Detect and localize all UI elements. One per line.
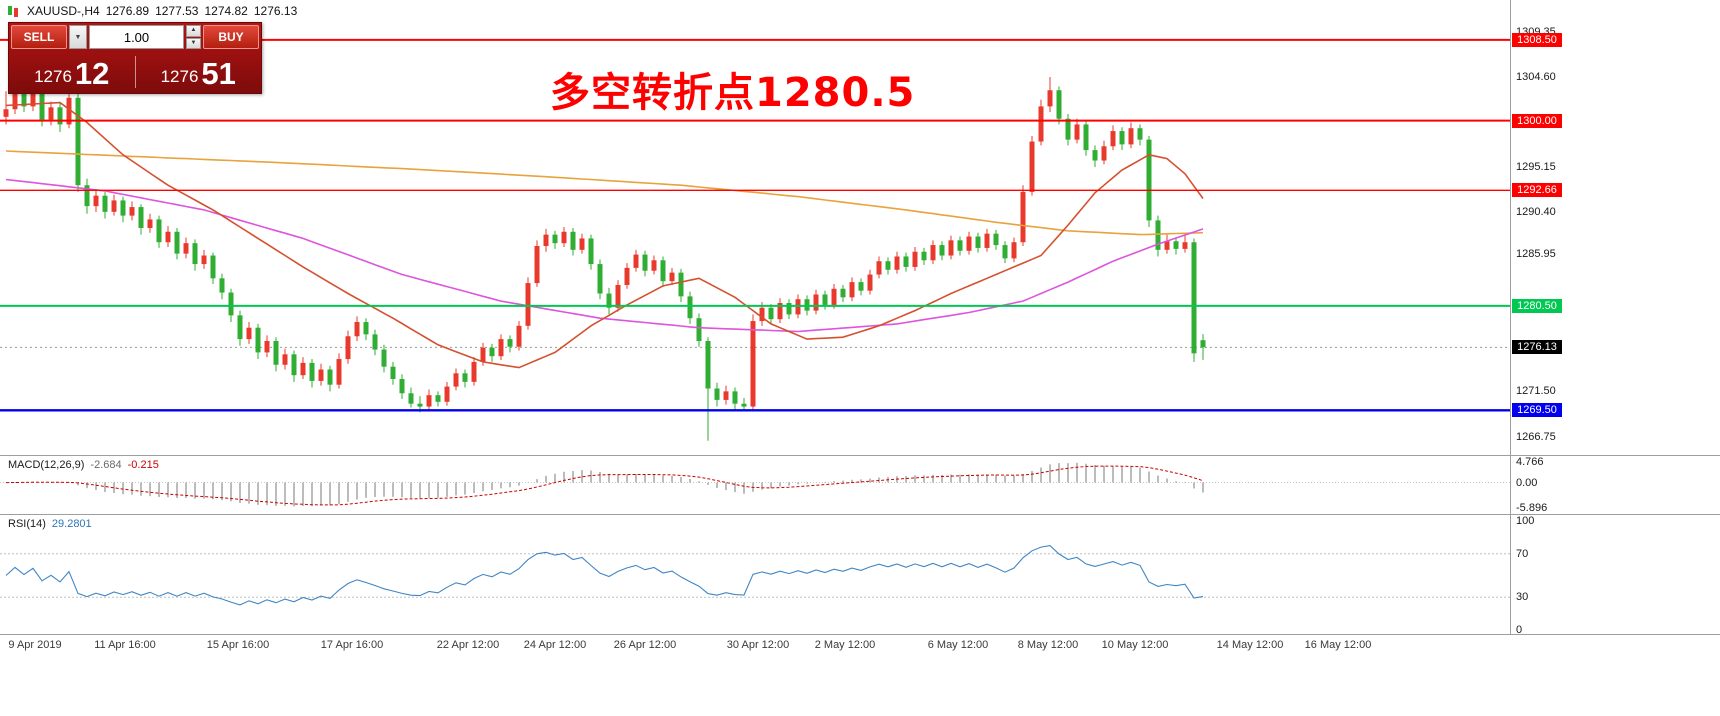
- price-axis-separator: [1510, 0, 1511, 634]
- time-axis-label: 10 May 12:00: [1101, 639, 1169, 651]
- ma-slow-line: [5, 150, 1204, 236]
- price-divider: [134, 56, 136, 88]
- ohlc-high: 1277.53: [155, 4, 199, 18]
- trade-prices-row: 1276 12 1276 51: [9, 51, 261, 93]
- time-axis-label: 22 Apr 12:00: [436, 639, 500, 651]
- price-tick-label: 1266.75: [1516, 430, 1556, 443]
- time-axis-label: 24 Apr 12:00: [523, 639, 587, 651]
- sell-price-main: 1276: [34, 67, 72, 86]
- price-tick-label: 1271.50: [1516, 385, 1556, 398]
- ohlc-open: 1276.89: [105, 4, 150, 18]
- rsi-panel-canvas: [0, 545, 1510, 606]
- rsi-axis-label: 100: [1516, 515, 1535, 527]
- candles: [3, 76, 1206, 441]
- buy-price-main: 1276: [160, 67, 199, 86]
- main-chart-canvas[interactable]: [0, 0, 1510, 455]
- horizontal-level-lines[interactable]: [0, 38, 1510, 412]
- time-axis-label: 16 May 12:00: [1304, 639, 1372, 651]
- rsi-panel-splitter[interactable]: [0, 514, 1720, 515]
- macd-axis-label: 0.00: [1516, 476, 1538, 489]
- price-tick-label: 1290.40: [1516, 205, 1556, 218]
- macd-panel-splitter[interactable]: [0, 455, 1720, 456]
- sell-button[interactable]: SELL: [11, 25, 67, 49]
- time-axis-label: 8 May 12:00: [1017, 639, 1079, 651]
- rsi-axis-label: 70: [1516, 547, 1529, 560]
- price-marker-label: 1280.50: [1512, 298, 1562, 313]
- rsi-indicator-label: RSI(14) 29.2801: [8, 518, 92, 530]
- price-tick-label: 1285.95: [1516, 248, 1556, 261]
- sell-price-display[interactable]: 1276 12: [9, 51, 135, 93]
- buy-price-display[interactable]: 1276 51: [136, 51, 262, 93]
- price-axis[interactable]: [1510, 0, 1720, 634]
- time-axis-label: 17 Apr 16:00: [320, 639, 384, 651]
- ohlc-close: 1276.13: [253, 4, 298, 18]
- chart-title: XAUUSD-,H4 1276.89 1277.53 1274.82 1276.…: [6, 4, 297, 18]
- one-click-trading-panel: SELL ▼ ▲ ▼ BUY 1276 12 1276 51: [8, 22, 262, 94]
- symbol-period-label: XAUUSD-,H4: [27, 4, 100, 18]
- buy-price-pips: 51: [201, 56, 236, 91]
- time-axis-label: 30 Apr 12:00: [726, 639, 790, 651]
- rsi-axis-label: 0: [1516, 624, 1523, 636]
- volume-increase-button[interactable]: ▲: [186, 25, 201, 37]
- chart-icon: [6, 5, 21, 18]
- macd-main-value: -2.684: [90, 459, 122, 471]
- price-marker-label: 1292.66: [1512, 183, 1562, 198]
- chart-annotation-text: 多空转折点1280.5: [550, 70, 916, 116]
- rsi-value: 29.2801: [51, 518, 92, 530]
- macd-axis-label: -5.896: [1516, 502, 1548, 514]
- price-marker-label: 1276.13: [1512, 340, 1562, 355]
- price-marker-label: 1300.00: [1512, 113, 1562, 128]
- time-axis-label: 11 Apr 16:00: [94, 639, 156, 651]
- macd-axis-label: 4.766: [1516, 456, 1544, 468]
- volume-dropdown-button[interactable]: ▼: [69, 25, 87, 49]
- time-axis-label: 26 Apr 12:00: [613, 639, 677, 651]
- macd-signal-value: -0.215: [127, 459, 159, 471]
- macd-panel-canvas: [0, 462, 1510, 507]
- time-axis-label: 14 May 12:00: [1216, 639, 1284, 651]
- time-axis-label: 2 May 12:00: [814, 639, 876, 651]
- price-marker-label: 1269.50: [1512, 403, 1562, 418]
- sell-price-pips: 12: [74, 56, 110, 91]
- time-axis-label: 6 May 12:00: [927, 639, 989, 651]
- price-tick-label: 1295.15: [1516, 160, 1556, 173]
- macd-name: MACD(12,26,9): [8, 459, 85, 471]
- price-tick-label: 1304.60: [1516, 70, 1556, 83]
- volume-stepper: ▲ ▼: [186, 25, 201, 49]
- macd-histogram: [14, 462, 1204, 507]
- rsi-axis-label: 30: [1516, 591, 1529, 604]
- price-marker-label: 1308.50: [1512, 32, 1562, 47]
- rsi-name: RSI(14): [8, 518, 46, 530]
- macd-indicator-label: MACD(12,26,9) -2.684 -0.215: [8, 459, 159, 471]
- buy-button[interactable]: BUY: [203, 25, 259, 49]
- time-axis-label: 9 Apr 2019: [8, 639, 62, 651]
- macd-signal-line: [5, 465, 1204, 506]
- time-axis-label: 15 Apr 16:00: [206, 639, 270, 651]
- trade-controls-row: SELL ▼ ▲ ▼ BUY: [9, 23, 261, 51]
- ohlc-low: 1274.82: [204, 4, 248, 18]
- ma-fast-line: [5, 101, 1204, 369]
- rsi-line: [5, 545, 1204, 606]
- volume-input[interactable]: [89, 25, 184, 49]
- time-axis-separator: [0, 634, 1720, 635]
- volume-decrease-button[interactable]: ▼: [186, 37, 201, 49]
